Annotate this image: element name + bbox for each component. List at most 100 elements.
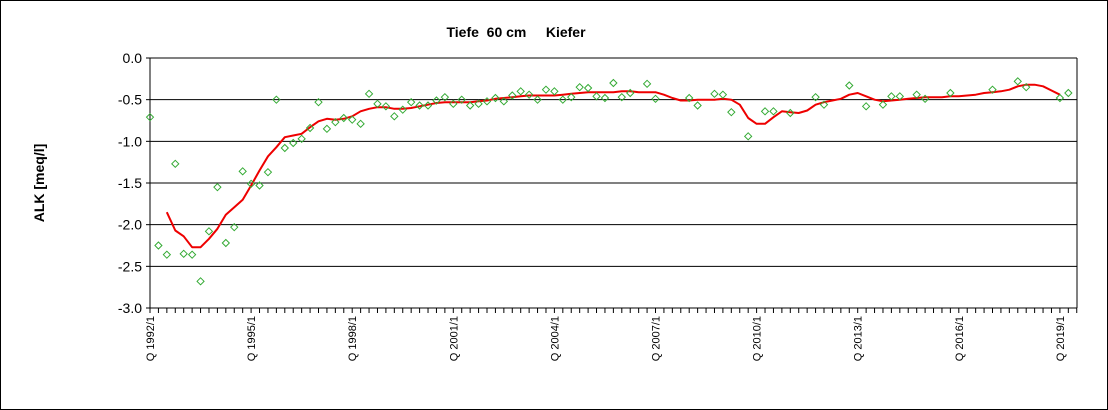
data-point [626,88,635,98]
y-tick-label: -2.5 [118,258,142,274]
x-tick-label: Q 2019/1 [1055,316,1067,361]
data-point [457,95,466,104]
data-point [314,97,323,107]
y-axis-label: ALK [meq/l] [31,144,47,223]
data-point [482,97,492,106]
data-point [356,119,365,129]
data-point [642,79,652,89]
data-point [592,92,601,101]
data-point [558,95,568,104]
data-point [449,99,458,109]
data-point [920,94,930,104]
data-point [204,227,214,236]
x-tick-label: Q 1995/1 [246,316,258,361]
data-point [331,117,340,127]
data-point [912,90,921,99]
data-point [499,97,509,106]
chart-title: Tiefe 60 cm Kiefer [446,24,586,40]
data-point [541,85,551,94]
data-point [406,97,416,107]
data-point [381,102,391,111]
data-point [432,96,441,105]
data-point [154,241,163,250]
data-point [533,95,542,104]
data-point [474,99,483,109]
data-point [988,85,997,94]
data-point [508,91,517,100]
data-point [1064,88,1073,98]
data-point [550,87,559,96]
data-point [255,181,264,190]
data-point [246,179,256,189]
data-point [516,87,525,96]
data-point [887,92,896,101]
data-point [491,93,500,103]
data-point [196,277,205,286]
data-point [230,222,239,232]
data-point [693,101,702,110]
data-points-layer [145,77,1073,286]
data-point [819,100,829,109]
data-point [946,88,955,98]
data-point [171,159,180,169]
data-point [600,93,610,103]
x-tick-label: Q 2001/1 [448,316,460,361]
y-tick-label: -3.0 [118,300,142,316]
data-point [710,89,719,99]
x-tick-label: Q 1992/1 [145,316,157,361]
data-point [322,124,332,134]
data-point [415,101,424,110]
data-point [895,92,905,101]
data-point [213,182,222,192]
data-point [238,167,247,176]
data-point [440,92,450,102]
data-point [811,92,820,102]
data-point [423,101,433,110]
data-point [617,92,627,102]
data-point [651,94,660,104]
data-point [609,78,618,88]
tick-labels: 0.0 -0.5 -1.0 -1.5 -2.0 -2.5 -3.0Q 1992/1 Q 199… [118,50,1067,361]
data-point [280,143,290,153]
trend-line-layer [165,83,1061,249]
axes [146,57,1078,313]
data-point [575,82,584,92]
data-point [583,83,593,93]
x-tick-label: Q 1998/1 [347,316,359,361]
data-point [305,123,315,133]
data-point [1013,77,1022,86]
data-point [861,102,871,111]
data-point [364,89,374,99]
data-point [221,238,231,248]
data-point [145,112,155,122]
data-point [297,134,306,144]
x-tick-label: Q 2016/1 [954,316,966,361]
data-point [179,249,188,259]
y-tick-label: -0.5 [118,92,142,108]
data-point [769,107,778,116]
data-point [718,90,728,99]
x-tick-label: Q 2010/1 [752,316,764,361]
y-tick-label: -1.0 [118,133,142,149]
data-point [263,167,273,177]
data-point [187,250,197,259]
data-point [567,92,576,102]
data-point [162,250,172,259]
data-point [390,112,399,121]
data-point [272,95,281,104]
data-point [878,100,888,109]
data-point [684,93,694,103]
data-point [398,105,407,114]
data-point [289,138,298,148]
data-point [1021,82,1031,92]
data-point [373,99,382,109]
x-tick-label: Q 2007/1 [651,316,663,361]
data-point [760,107,770,116]
data-point [786,108,795,118]
data-point [524,90,534,99]
data-point [743,132,753,141]
data-point [347,115,357,124]
trend-line [165,83,1061,249]
